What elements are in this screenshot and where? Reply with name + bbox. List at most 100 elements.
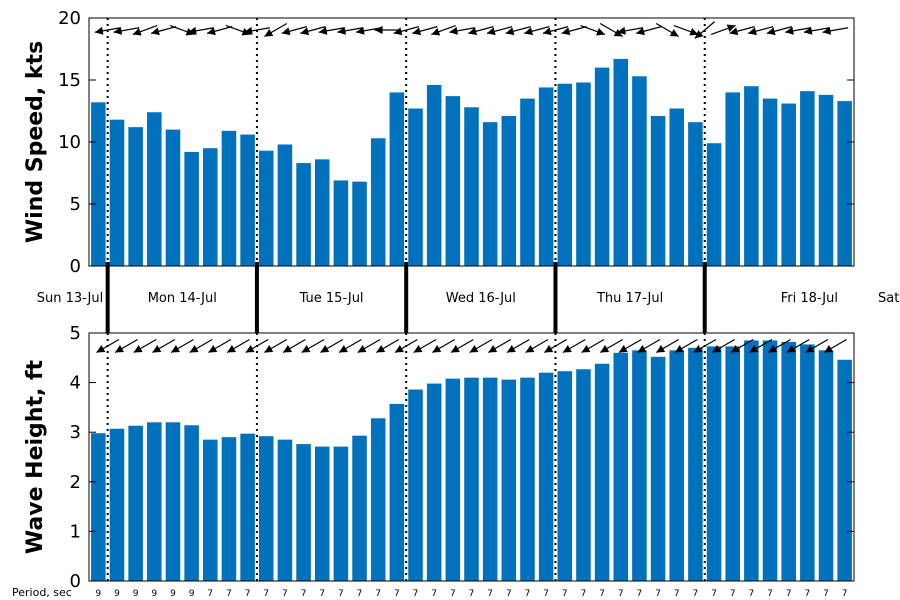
wind-speed-bar <box>520 98 535 266</box>
period-row: Period, sec 9 9 9 9 9 9 7 7 7 7 7 7 7 7 7 7 7 7 7 7 7 7 7 7 7 7 7 7 7… <box>12 586 848 599</box>
wind-speed-bar <box>389 92 405 267</box>
direction-arrow-icon <box>132 24 158 36</box>
wind-speed-bar <box>800 91 815 266</box>
wave-height-bar <box>221 437 237 581</box>
wave-height-bar <box>781 341 796 581</box>
wind-speed-axis-title: Wind Speed, kts <box>23 41 48 243</box>
period-value: 7 <box>655 589 661 599</box>
y-tick-label: 10 <box>58 132 81 153</box>
period-value: 7 <box>226 589 232 599</box>
period-value: 9 <box>189 589 195 599</box>
y-tick-label: 0 <box>70 256 81 277</box>
period-value: 7 <box>823 589 829 599</box>
direction-arrow-icon <box>96 338 120 354</box>
wave-height-bar <box>538 372 554 581</box>
direction-arrow-icon <box>113 26 140 35</box>
direction-arrow-icon <box>823 338 847 354</box>
wave-height-bar <box>464 377 479 581</box>
wind-speed-bar <box>91 102 106 266</box>
period-value: 7 <box>338 589 344 599</box>
period-value: 7 <box>282 589 288 599</box>
wave-height-axes-box <box>88 332 855 582</box>
wave-height-bar <box>800 344 815 581</box>
period-value: 7 <box>562 589 568 599</box>
wave-height-bar <box>426 383 442 581</box>
direction-arrow-icon <box>394 338 418 354</box>
wave-height-bar <box>706 346 722 581</box>
wind-speed-bar <box>165 129 181 266</box>
wave-height-bar <box>837 359 852 581</box>
direction-arrow-icon <box>673 24 699 36</box>
wave-height-bar <box>296 444 311 581</box>
direction-arrow-icon <box>412 26 438 36</box>
period-value: 7 <box>525 589 531 599</box>
period-value: 7 <box>842 589 848 599</box>
direction-arrow-icon <box>655 22 679 38</box>
direction-arrow-icon <box>561 26 587 36</box>
period-value: 7 <box>804 589 810 599</box>
period-value: 9 <box>170 589 176 599</box>
direction-arrow-icon <box>785 26 811 35</box>
y-tick-label: 4 <box>70 373 81 394</box>
wind-speed-bar <box>744 86 759 266</box>
period-value: 7 <box>394 589 400 599</box>
day-label: Tue 15-Jul <box>299 291 364 306</box>
direction-arrow-icon <box>206 26 233 36</box>
wind-speed-bar <box>706 143 722 266</box>
direction-arrow-icon <box>525 338 549 354</box>
wind-speed-bar <box>147 112 162 267</box>
wind-speed-bar <box>464 107 479 266</box>
direction-arrow-icon <box>767 338 791 354</box>
wind-speed-bar <box>538 87 554 266</box>
period-value: 7 <box>767 589 773 599</box>
period-value: 7 <box>637 589 643 599</box>
period-value: 7 <box>319 589 325 599</box>
wind-speed-bar <box>557 83 573 266</box>
wave-height-bar <box>408 389 423 581</box>
wind-speed-bar <box>184 151 199 266</box>
direction-arrow-icon <box>337 26 364 35</box>
wave-height-bar <box>482 377 498 581</box>
period-value: 7 <box>543 589 549 599</box>
wave-height-bar <box>557 371 573 581</box>
direction-arrow-icon <box>413 338 437 354</box>
wave-height-bar <box>594 363 610 581</box>
wave-height-bar <box>389 403 405 581</box>
direction-arrow-icon <box>244 26 270 35</box>
period-value: 7 <box>431 589 437 599</box>
wave-height-bar <box>91 433 106 581</box>
direction-arrow-icon <box>506 338 530 354</box>
direction-arrow-icon <box>226 338 250 354</box>
direction-arrow-icon <box>357 338 381 354</box>
direction-arrow-icon <box>822 26 849 35</box>
wind-speed-bar <box>669 108 685 267</box>
direction-arrow-icon <box>562 338 586 354</box>
wind-speed-bar <box>258 150 274 266</box>
y-tick-label: 3 <box>70 422 81 443</box>
wind-speed-bar <box>240 134 255 266</box>
wind-speed-bar <box>352 181 367 266</box>
wind-speed-bar <box>650 115 666 267</box>
wave-height-bar <box>576 369 591 581</box>
wave-height-bar <box>650 356 666 581</box>
period-value: 7 <box>263 589 269 599</box>
wave-height-bar <box>501 379 517 581</box>
direction-arrow-icon <box>431 338 456 354</box>
direction-arrow-icon <box>766 26 793 36</box>
day-label: Mon 14-Jul <box>148 291 217 306</box>
direction-arrow-icon <box>374 26 401 34</box>
direction-arrow-icon <box>710 24 736 36</box>
wind-speed-bar <box>426 84 442 267</box>
wind-speed-bar <box>501 115 517 267</box>
period-value: 7 <box>599 589 605 599</box>
direction-arrow-icon <box>208 338 232 354</box>
direction-arrow-icon <box>505 26 531 36</box>
wind-speed-bar <box>837 101 852 266</box>
direction-arrow-icon <box>170 338 194 354</box>
day-label: Sat <box>878 291 899 306</box>
period-value: 7 <box>506 589 512 599</box>
y-tick-label: 2 <box>70 472 81 493</box>
wind-speed-bar <box>781 103 796 266</box>
wind-speed-bar <box>128 127 143 267</box>
